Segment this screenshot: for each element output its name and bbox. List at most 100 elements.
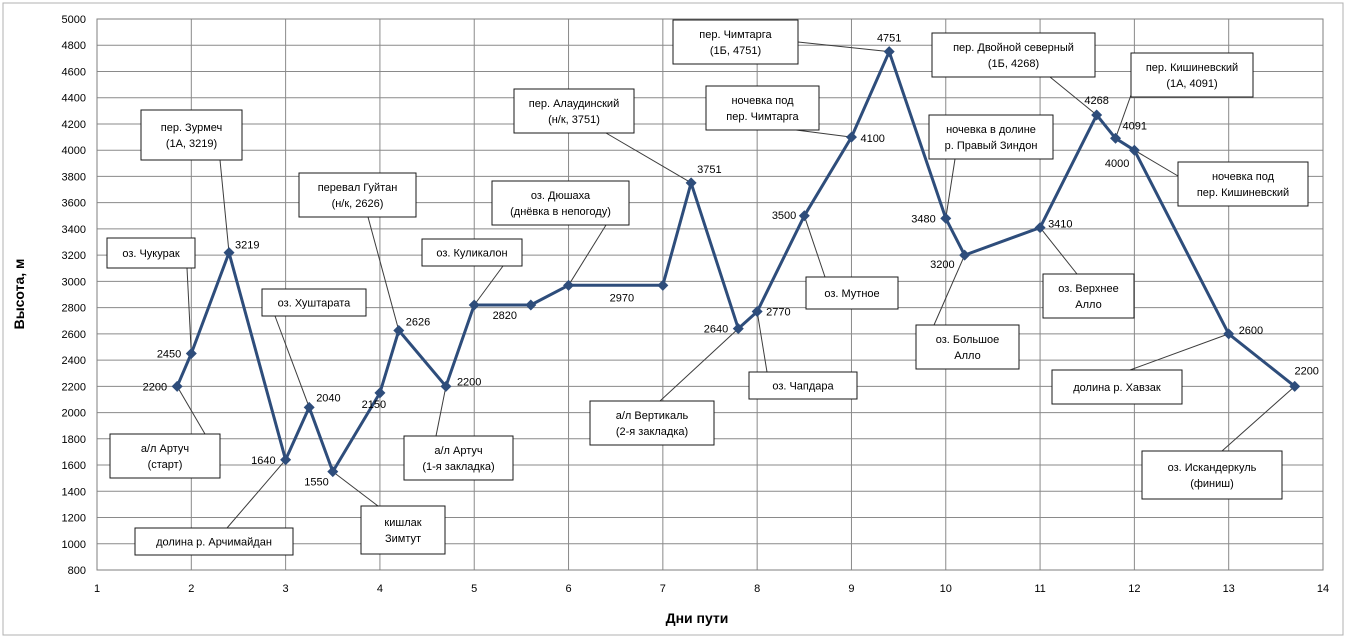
- data-label: 2200: [1294, 365, 1318, 377]
- callout-text: (днёвка в непогоду): [510, 206, 611, 218]
- callout-frame: [360, 505, 446, 555]
- y-tick-label: 800: [68, 565, 86, 577]
- data-point-marker: [1091, 109, 1103, 121]
- callout-text: ночевка под: [1212, 171, 1275, 183]
- x-tick-label: 4: [377, 583, 383, 595]
- callout-frame: [672, 19, 799, 65]
- callout-leader: [568, 224, 607, 286]
- callout-text: кишлак: [384, 517, 421, 529]
- x-tick-label: 5: [471, 583, 477, 595]
- callout-text: а/л Вертикаль: [616, 410, 689, 422]
- callout-leader: [1221, 385, 1296, 452]
- x-tick-label: 14: [1317, 583, 1329, 595]
- y-tick-label: 4000: [62, 145, 86, 157]
- y-tick-label: 3200: [62, 250, 86, 262]
- x-tick-label: 2: [188, 583, 194, 595]
- y-tick-label: 3000: [62, 276, 86, 288]
- callout-frame: [928, 114, 1054, 160]
- callout-text: оз. Мутное: [824, 288, 879, 300]
- callout-text: (н/к, 2626): [332, 198, 384, 210]
- callout-box: ночевка в долине р. Правый Зиндон: [928, 114, 1054, 160]
- y-tick-label: 2200: [62, 381, 86, 393]
- data-point-marker: [940, 212, 952, 224]
- x-tick-label: 7: [660, 583, 666, 595]
- callout-leader: [803, 215, 826, 278]
- callout-frame: [1141, 450, 1283, 500]
- callout-text: (1-я закладка): [422, 461, 494, 473]
- data-label: 2820: [493, 310, 517, 322]
- plot-area: [96, 18, 1324, 571]
- callout-frame: [748, 371, 858, 400]
- data-label: 4000: [1105, 158, 1129, 170]
- callout-leader: [1039, 227, 1078, 275]
- callout-text: пер. Кишиневский: [1146, 62, 1238, 74]
- callout-frame: [403, 435, 514, 481]
- x-tick-label: 9: [848, 583, 854, 595]
- data-label: 3480: [911, 213, 935, 225]
- callout-text: оз. Искандеркуль: [1168, 462, 1257, 474]
- callout-leader: [435, 386, 447, 437]
- callout-text: пер. Кишиневский: [1197, 187, 1289, 199]
- x-tick-label: 8: [754, 583, 760, 595]
- y-axis-title: Высота, м: [11, 259, 27, 330]
- data-label: 1640: [251, 455, 275, 467]
- x-axis-ticks: 1 2 3 4 5 6 7 8 9 10 11 12 13 14: [94, 583, 1329, 595]
- callouts: а/л Артуч (старт) оз. Чукурак пер. Зурмеч (1…: [106, 19, 1309, 556]
- y-tick-label: 1000: [62, 539, 86, 551]
- callout-frame: [298, 172, 417, 218]
- callout-text: (1Б, 4268): [988, 58, 1039, 70]
- callout-frame: [513, 88, 635, 134]
- callout-leader: [605, 132, 692, 184]
- callout-box: пер. Чимтарга (1Б, 4751): [672, 19, 799, 65]
- data-point-marker: [1034, 222, 1046, 234]
- data-point-marker: [1110, 132, 1122, 144]
- data-point-marker: [883, 46, 895, 58]
- data-label: 2200: [143, 381, 167, 393]
- callout-box: оз. Дюшаха (днёвка в непогоду): [491, 180, 630, 226]
- plot-border: [96, 18, 1324, 571]
- y-tick-label: 4200: [62, 119, 86, 131]
- callout-box: долина р. Арчимайдан: [134, 527, 294, 556]
- x-tick-label: 13: [1223, 583, 1235, 595]
- callout-text: долина р. Хавзак: [1073, 382, 1161, 394]
- callout-text: оз. Верхнее: [1058, 283, 1118, 295]
- callout-box: оз. Куликалон: [421, 238, 523, 267]
- callout-frame: [1177, 161, 1309, 207]
- x-tick-label: 12: [1128, 583, 1140, 595]
- y-tick-label: 2800: [62, 303, 86, 315]
- callout-frame: [134, 527, 294, 556]
- x-tick-label: 6: [565, 583, 571, 595]
- callout-leader: [1134, 149, 1179, 177]
- y-tick-label: 5000: [62, 14, 86, 26]
- callout-text: ночевка под: [731, 95, 794, 107]
- callout-leaders: [176, 41, 1296, 529]
- data-point-marker: [327, 466, 339, 478]
- data-label: 3751: [697, 164, 721, 176]
- y-tick-label: 2600: [62, 329, 86, 341]
- data-point-marker: [223, 247, 235, 259]
- y-tick-label: 3800: [62, 171, 86, 183]
- callout-text: Алло: [1075, 299, 1101, 311]
- callout-frame: [1042, 273, 1135, 319]
- callout-leader: [756, 311, 768, 373]
- data-point-marker: [959, 249, 971, 261]
- data-point-marker: [563, 279, 575, 291]
- callout-leader: [186, 267, 192, 354]
- callout-frame: [915, 324, 1020, 370]
- callout-leader: [1049, 76, 1097, 116]
- data-label: 4751: [877, 33, 901, 45]
- callout-text: (старт): [148, 459, 183, 471]
- callout-frame: [261, 288, 367, 317]
- callout-leader: [473, 265, 504, 306]
- data-point-marker: [280, 454, 292, 466]
- data-label: 3200: [930, 259, 954, 271]
- callout-leader: [797, 41, 890, 53]
- data-label: 4091: [1123, 120, 1147, 132]
- data-point-marker: [1128, 144, 1140, 156]
- callout-leader: [367, 216, 400, 331]
- callout-text: оз. Куликалон: [436, 248, 507, 260]
- y-tick-label: 1600: [62, 460, 86, 472]
- point-labels: 2200 2450 3219 1640 2040 1550 2150 2626 2200 2820…: [143, 33, 1319, 489]
